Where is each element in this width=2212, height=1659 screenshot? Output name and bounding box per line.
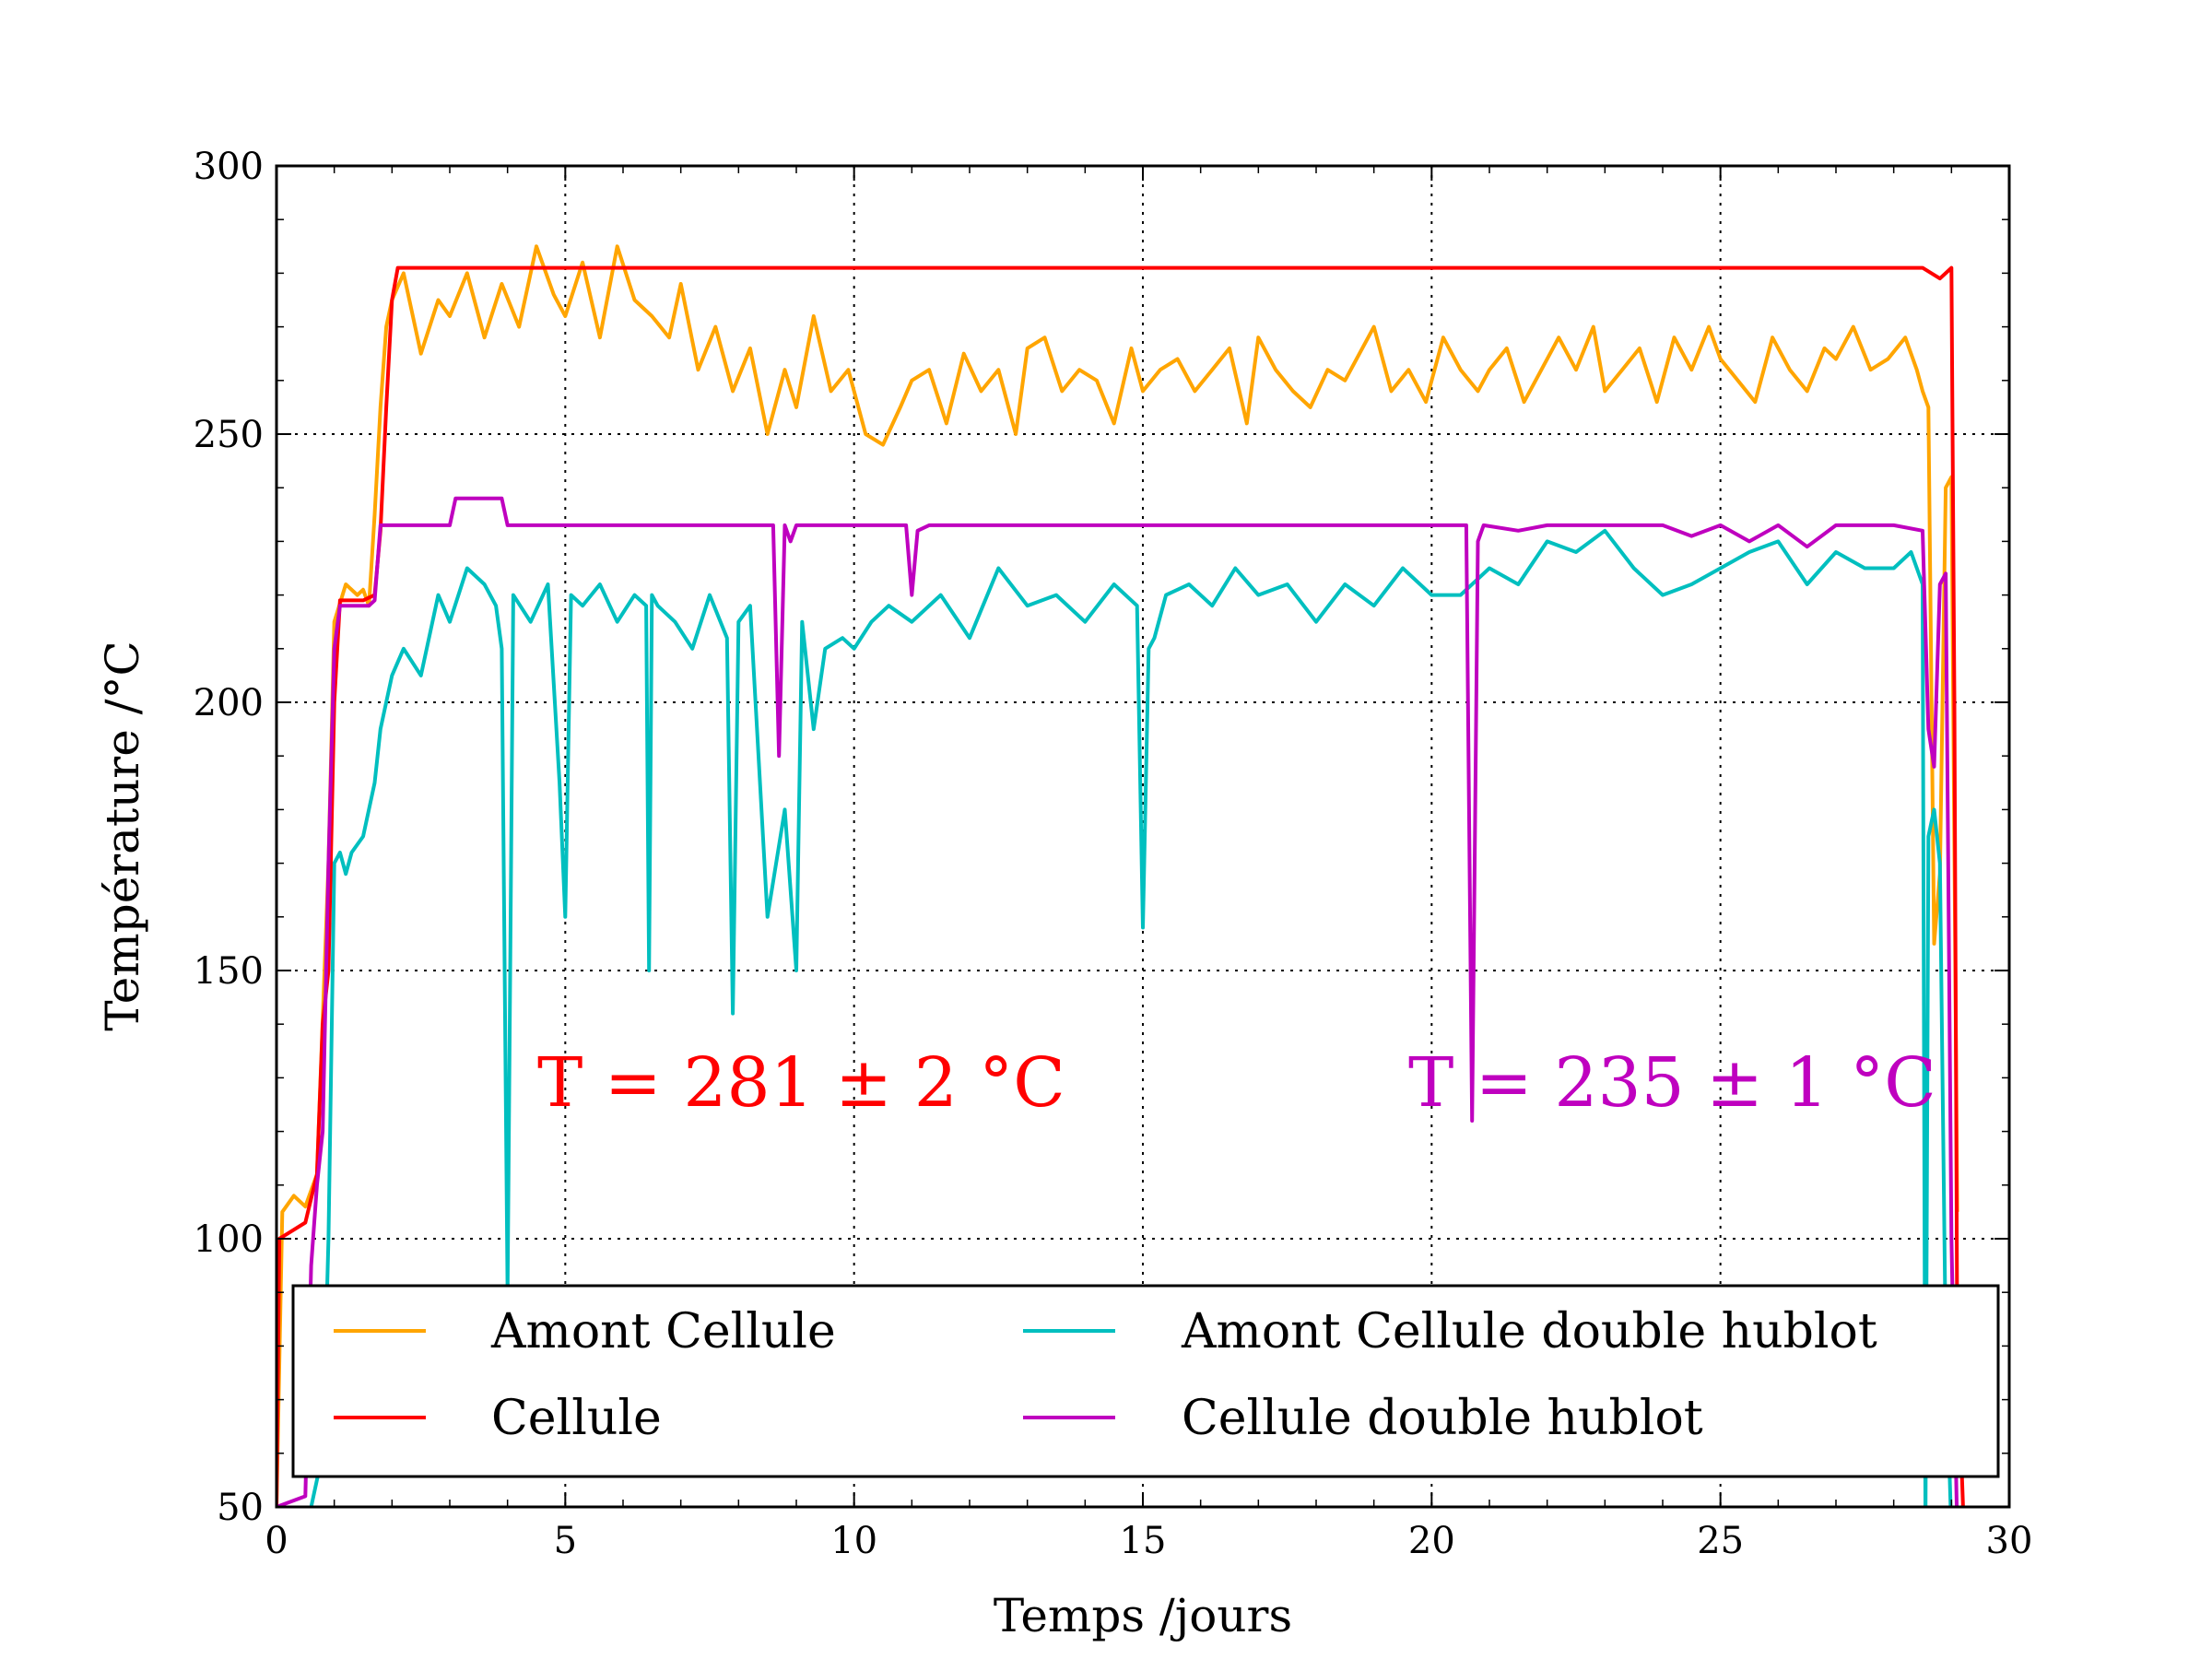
legend-box [291, 1284, 2000, 1478]
annotation-cellule-double-hublot: T = 235 ± 1 °C [1408, 1043, 1936, 1123]
legend-label-amont-cellule-double-hublot: Amont Cellule double hublot [1181, 1304, 1877, 1359]
y-tick-label: 100 [194, 1218, 264, 1261]
y-tick-label: 250 [194, 414, 264, 456]
x-tick-label: 10 [830, 1520, 877, 1562]
plot-frame [275, 164, 2011, 1509]
y-tick-label: 50 [217, 1487, 264, 1529]
legend: Amont Cellule Cellule Amont Cellule doub… [291, 1284, 2000, 1478]
legend-label-amont-cellule: Amont Cellule [490, 1304, 836, 1359]
annotation-cellule: T = 281 ± 2 °C [537, 1043, 1065, 1123]
x-tick-label: 20 [1408, 1520, 1455, 1562]
y-tick-label: 200 [194, 682, 264, 724]
y-tick-label: 150 [194, 950, 264, 993]
x-tick-label: 5 [554, 1520, 577, 1562]
x-tick-label: 15 [1120, 1520, 1167, 1562]
legend-label-cellule: Cellule [491, 1391, 662, 1446]
y-axis-title: Température /°C [96, 641, 149, 1031]
x-tick-labels: 0 5 10 15 20 25 30 [265, 1520, 2032, 1562]
series-line-amont-cellule-double-hublot [309, 528, 1953, 1507]
series-line-cellule [276, 265, 1965, 1507]
series-line-cellule-double-hublot [276, 496, 1959, 1507]
y-tick-label: 300 [194, 146, 264, 188]
x-tick-label: 30 [1986, 1520, 2033, 1562]
x-axis-title: Temps /jours [994, 1589, 1292, 1642]
series-lines [276, 244, 1965, 1507]
x-tick-label: 25 [1697, 1520, 1744, 1562]
y-tick-labels: 50 100 150 200 250 300 [194, 146, 264, 1529]
x-tick-label: 0 [265, 1520, 288, 1562]
legend-label-cellule-double-hublot: Cellule double hublot [1182, 1391, 1703, 1446]
series-line-amont-cellule [276, 244, 1959, 1507]
